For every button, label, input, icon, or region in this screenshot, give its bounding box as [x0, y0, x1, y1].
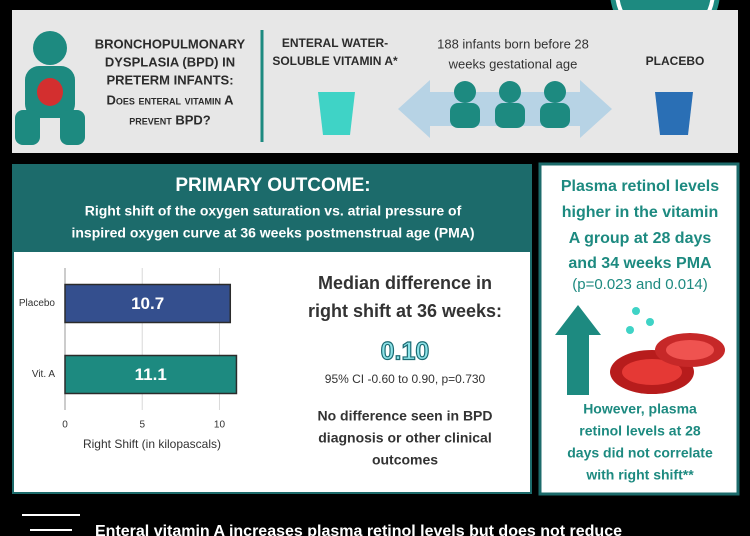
up-arrow: [555, 305, 601, 395]
note-line: No difference seen in BPD: [317, 408, 492, 424]
control-label: PLACEBO: [646, 54, 705, 68]
blood-cells: [610, 307, 725, 394]
top-panel: [12, 10, 738, 153]
intervention-line: SOLUBLE VITAMIN A*: [272, 54, 398, 68]
header-line: BRONCHOPULMONARY: [95, 36, 246, 51]
vitamin-cup: [318, 92, 355, 135]
note-line: diagnosis or other clinical: [318, 430, 491, 446]
y-tick-label: Placebo: [19, 298, 56, 309]
bar: [64, 354, 238, 395]
outcome-subtitle: Right shift of the oxygen saturation vs.…: [85, 203, 462, 219]
value-label: 11.1: [135, 365, 167, 384]
secondary-line: Plasma retinol levels: [561, 178, 719, 195]
header-line: prevent BPD?: [129, 112, 211, 127]
secondary-note-line: retinol levels at 28: [579, 423, 701, 439]
bar: [64, 283, 232, 324]
outcome-title: PRIMARY OUTCOME:: [175, 175, 370, 196]
outcome-subtitle: inspired oxygen curve at 36 weeks postme…: [71, 225, 474, 241]
bar-chart: 0 5 10 Placebo 10.7 Vit. A 11.1 Right Shift (in…: [19, 268, 238, 451]
result-heading: right shift at 36 weeks:: [308, 301, 502, 321]
infants: [450, 81, 570, 128]
result-ci: 95% CI -0.60 to 0.90, p=0.730: [325, 372, 486, 386]
secondary-note-line: with right shift**: [585, 467, 694, 483]
x-tick-label: 10: [214, 420, 226, 431]
x-axis-label: Right Shift (in kilopascals): [83, 437, 221, 451]
footer-icon: [22, 514, 80, 531]
intervention-line: ENTERAL WATER-: [282, 36, 388, 50]
secondary-line: A group at 28 days: [569, 230, 712, 247]
secondary-note-line: However, plasma: [583, 401, 697, 417]
result-heading: Median difference in: [318, 273, 492, 293]
secondary-note-line: days did not correlate: [567, 445, 713, 461]
secondary-line: higher in the vitamin: [562, 204, 718, 221]
x-tick-label: 0: [62, 420, 68, 431]
y-tick-label: Vit. A: [32, 369, 55, 380]
infant-icon: [15, 31, 85, 145]
result-value: 0.10: [381, 338, 430, 366]
note-line: outcomes: [372, 452, 438, 468]
header-line: DYSPLASIA (BPD) IN: [105, 54, 235, 69]
population-line: weeks gestational age: [448, 56, 578, 71]
secondary-p: (p=0.023 and 0.014): [572, 276, 708, 293]
header-line: PRETERM INFANTS:: [106, 72, 233, 87]
header-line: Does enteral vitamin A: [107, 92, 235, 107]
value-label: 10.7: [131, 294, 164, 313]
footer-text: Enteral vitamin A increases plasma retin…: [95, 523, 622, 536]
placebo-cup: [655, 92, 693, 135]
x-tick-label: 5: [139, 420, 145, 431]
secondary-line: and 34 weeks PMA: [568, 255, 712, 272]
population-line: 188 infants born before 28: [437, 36, 589, 51]
